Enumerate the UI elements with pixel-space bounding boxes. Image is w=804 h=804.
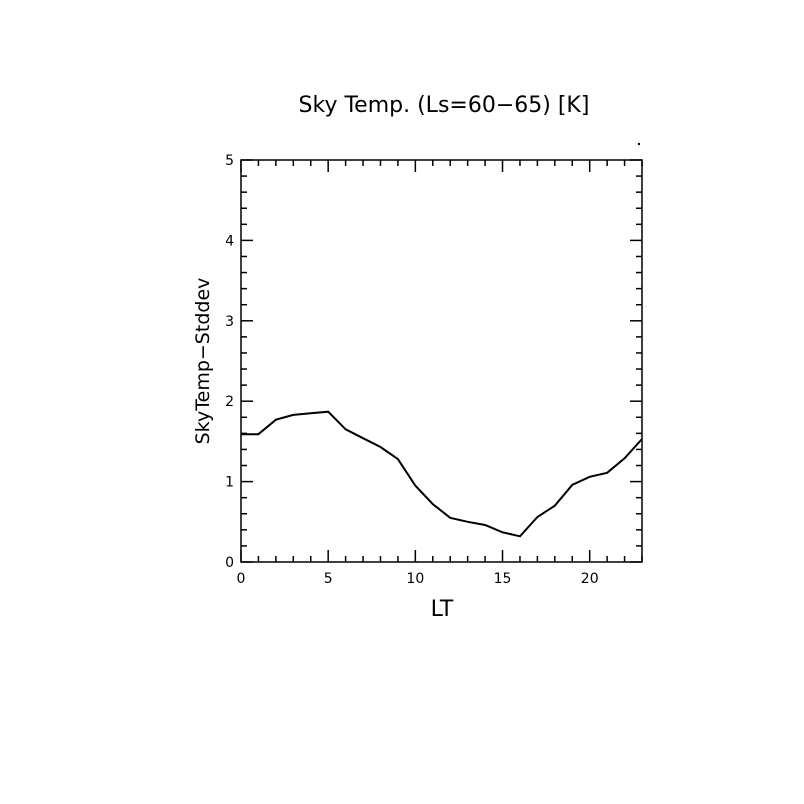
y-tick-label: 3	[225, 314, 234, 330]
y-tick-label: 5	[225, 153, 234, 169]
x-tick-label: 0	[237, 571, 246, 587]
y-tick-label: 4	[225, 233, 234, 249]
chart-title: Sky Temp. (Ls=60−65) [K]	[299, 93, 590, 118]
x-tick-label: 5	[324, 571, 333, 587]
corner-dot	[637, 142, 641, 146]
y-tick-label: 1	[225, 475, 234, 491]
series-line	[241, 410, 643, 538]
x-axis-label: LT	[431, 597, 454, 622]
y-tick-label: 2	[225, 394, 234, 410]
y-axis-label: SkyTemp−Stddev	[192, 278, 214, 445]
x-tick-label: 10	[406, 571, 424, 587]
x-tick-label: 15	[494, 571, 512, 587]
x-tick-label: 20	[581, 571, 599, 587]
plot-frame	[240, 159, 643, 563]
y-tick-label: 0	[225, 555, 234, 571]
